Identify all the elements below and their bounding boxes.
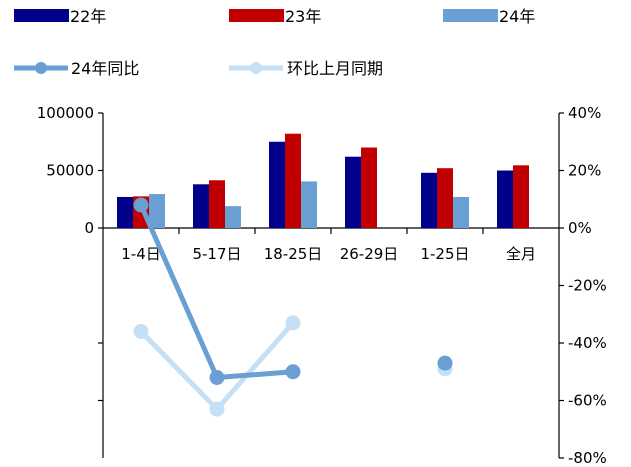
bar bbox=[497, 170, 513, 228]
category-label: 1-25日 bbox=[420, 245, 469, 263]
bar bbox=[209, 180, 225, 228]
legend-label-yoy: 24年同比 bbox=[71, 59, 139, 78]
category-label: 全月 bbox=[506, 245, 536, 263]
category-label: 18-25日 bbox=[264, 245, 323, 263]
bar bbox=[193, 184, 209, 228]
right-tick-label: 20% bbox=[568, 162, 601, 180]
left-tick-label: 0 bbox=[84, 219, 94, 237]
bar bbox=[285, 133, 301, 228]
legend: 22年 23年 24年 24年同比 环比上月同期 bbox=[14, 7, 535, 78]
series-line bbox=[139, 321, 295, 412]
left-tick-label: 50000 bbox=[46, 162, 94, 180]
bar bbox=[149, 194, 165, 228]
right-tick-label: 40% bbox=[568, 104, 601, 122]
line-point bbox=[285, 315, 301, 331]
right-axis-ticks: 40% 20% 0% -20% -40% -60% -80% bbox=[559, 104, 607, 467]
bar bbox=[361, 147, 377, 228]
right-tick-label: -40% bbox=[568, 334, 607, 352]
bar bbox=[453, 196, 469, 228]
bar bbox=[421, 172, 437, 228]
legend-swatch-22 bbox=[14, 9, 69, 22]
bar bbox=[269, 141, 285, 228]
legend-swatch-24 bbox=[443, 9, 498, 22]
legend-label-23: 23年 bbox=[285, 7, 321, 26]
category-label: 1-4日 bbox=[121, 245, 161, 263]
legend-marker-yoy bbox=[35, 62, 47, 74]
category-labels: 1-4日 5-17日 18-25日 26-29日 1-25日 全月 bbox=[121, 228, 536, 263]
legend-label-mom: 环比上月同期 bbox=[287, 59, 383, 78]
line-series bbox=[133, 197, 453, 417]
bar bbox=[301, 181, 317, 228]
line-point bbox=[133, 324, 149, 339]
bar bbox=[437, 168, 453, 228]
bar bbox=[513, 165, 529, 228]
legend-label-24: 24年 bbox=[499, 7, 535, 26]
left-tick-label: 100000 bbox=[37, 104, 94, 122]
line-point bbox=[285, 364, 301, 380]
legend-label-22: 22年 bbox=[70, 7, 106, 26]
line-point bbox=[209, 370, 225, 385]
right-tick-label: -80% bbox=[568, 449, 607, 467]
left-axis-ticks: 0 50000 100000 bbox=[37, 104, 103, 402]
category-label: 26-29日 bbox=[340, 245, 399, 263]
line-point bbox=[437, 355, 453, 371]
legend-marker-mom bbox=[250, 62, 262, 74]
line-point bbox=[133, 197, 149, 213]
bar bbox=[117, 196, 133, 228]
bar bbox=[225, 206, 241, 228]
legend-swatch-23 bbox=[229, 9, 284, 22]
category-label: 5-17日 bbox=[192, 245, 241, 263]
right-tick-label: -20% bbox=[568, 277, 607, 295]
bar bbox=[345, 156, 361, 228]
bar-series bbox=[117, 133, 529, 228]
right-tick-label: -60% bbox=[568, 392, 607, 410]
right-tick-label: 0% bbox=[568, 219, 592, 237]
line-point bbox=[209, 401, 225, 417]
